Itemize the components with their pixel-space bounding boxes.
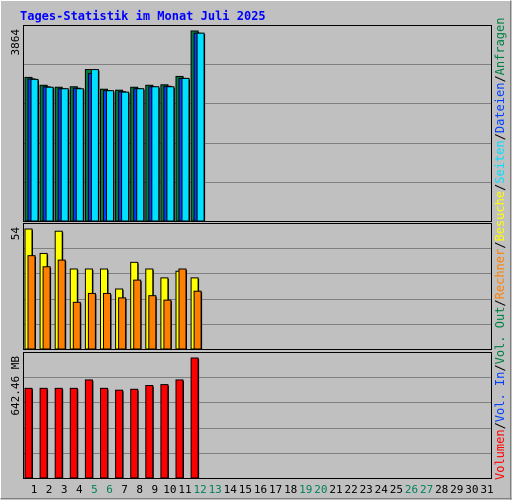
- bar-rechner-day-6: [103, 292, 111, 350]
- x-tick-label: 1: [31, 483, 38, 496]
- bar-rechner-day-5: [87, 292, 96, 350]
- right-legend: Volumen/Vol. In/Vol. Out/Rechner/Besuche…: [493, 18, 507, 480]
- bar-seiten-day-10: [166, 86, 175, 222]
- x-tick-label: 23: [360, 483, 373, 496]
- legend-entry: Besuche: [493, 191, 507, 242]
- legend-entry: Anfragen: [493, 18, 507, 76]
- y-max-label: 54: [9, 227, 22, 241]
- x-tick-label: 19: [299, 483, 312, 496]
- bar-volumen-day-9: [145, 385, 154, 479]
- x-tick-label: 20: [314, 483, 327, 496]
- x-tick-label: 29: [450, 483, 463, 496]
- x-tick-label: 3: [61, 483, 68, 496]
- legend-entry: /: [493, 133, 507, 140]
- legend-entry: /: [493, 299, 507, 306]
- bar-volumen-day-1: [24, 387, 33, 479]
- legend-entry: /: [493, 422, 507, 429]
- y-max-label: 642.46 MB: [9, 356, 22, 416]
- bar-volumen-day-11: [175, 379, 184, 479]
- x-tick-label: 16: [254, 483, 267, 496]
- x-tick-label: 27: [420, 483, 433, 496]
- x-tick-label: 8: [136, 483, 143, 496]
- legend-entry: Dateien: [493, 83, 507, 134]
- x-tick-label: 2: [46, 483, 53, 496]
- panel-volume: 642.46 MB: [9, 352, 492, 479]
- bar-seiten-day-3: [60, 88, 69, 222]
- bar-volumen-day-12: [190, 357, 199, 479]
- x-tick-label: 10: [163, 483, 176, 496]
- x-tick-label: 31: [480, 483, 493, 496]
- legend-entry: Rechner: [493, 249, 507, 300]
- chart-panels: 3864 54 642.46 MB: [9, 25, 492, 479]
- bar-rechner-day-10: [163, 299, 172, 350]
- bar-volumen-day-6: [100, 387, 108, 479]
- bar-seiten-day-6: [106, 90, 114, 222]
- bar-seiten-day-1: [30, 78, 39, 222]
- bar-volumen-day-5: [84, 379, 93, 479]
- legend-entry: /: [493, 184, 507, 191]
- bar-volumen-day-7: [115, 389, 124, 479]
- legend-entry: Vol. Out: [493, 307, 507, 365]
- bar-rechner-day-3: [57, 259, 66, 350]
- bar-seiten-day-11: [181, 77, 190, 222]
- x-tick-label: 12: [193, 483, 206, 496]
- bar-seiten-day-7: [121, 91, 130, 222]
- x-tick-label: 28: [435, 483, 448, 496]
- x-tick-label: 26: [405, 483, 418, 496]
- legend-entry: Seiten: [493, 140, 507, 183]
- bar-rechner-day-11: [178, 268, 187, 350]
- chart-title: Tages-Statistik im Monat Juli 2025: [20, 9, 266, 23]
- legend-entry: Vol. In: [493, 372, 507, 423]
- x-tick-label: 17: [269, 483, 282, 496]
- x-tick-label: 9: [151, 483, 158, 496]
- bar-seiten-day-9: [151, 86, 160, 222]
- y-max-label: 3864: [9, 29, 22, 56]
- x-tick-label: 30: [465, 483, 478, 496]
- x-tick-label: 6: [106, 483, 113, 496]
- x-tick-label: 7: [121, 483, 128, 496]
- legend-entry: Volumen: [493, 429, 507, 480]
- x-tick-label: 11: [178, 483, 191, 496]
- panel-frame: [23, 25, 492, 222]
- x-tick-label: 15: [239, 483, 252, 496]
- bar-rechner-day-12: [193, 290, 202, 350]
- x-tick-label: 14: [224, 483, 238, 496]
- bar-rechner-day-9: [148, 295, 157, 350]
- bar-seiten-day-2: [45, 86, 54, 222]
- bar-volumen-day-4: [69, 387, 78, 479]
- x-axis-labels: 1 2 3 4 5 6 7 8 9 10 11 12 13 14 15 16 17 18 19 20 21 22 23 24 2…: [31, 483, 494, 496]
- bar-volumen-day-10: [160, 384, 169, 479]
- bar-rechner-day-7: [118, 297, 127, 350]
- x-tick-label: 5: [91, 483, 98, 496]
- bar-rechner-day-1: [27, 255, 36, 350]
- bar-rechner-day-4: [72, 301, 81, 350]
- x-tick-label: 24: [375, 483, 389, 496]
- bar-rechner-day-8: [133, 279, 142, 350]
- bar-volumen-day-8: [130, 388, 139, 479]
- legend-entry: /: [493, 75, 507, 82]
- x-tick-label: 13: [209, 483, 222, 496]
- x-tick-label: 22: [344, 483, 357, 496]
- legend-entry: /: [493, 242, 507, 249]
- bar-seiten-day-12: [196, 32, 205, 222]
- bar-seiten-day-8: [136, 88, 145, 222]
- x-tick-label: 21: [329, 483, 342, 496]
- bar-volumen-day-3: [54, 387, 63, 479]
- bar-volumen-day-2: [39, 387, 48, 479]
- x-tick-label: 25: [390, 483, 403, 496]
- bar-seiten-day-4: [75, 88, 84, 222]
- x-tick-label: 4: [76, 483, 83, 496]
- panel-visits: 54: [9, 223, 492, 350]
- panel-requests: 3864: [9, 25, 492, 222]
- x-tick-label: 18: [284, 483, 297, 496]
- legend-entry: /: [493, 364, 507, 371]
- panel-frame: [23, 352, 492, 479]
- panel-frame: [23, 223, 492, 350]
- bar-seiten-day-5: [90, 69, 99, 222]
- bar-rechner-day-2: [42, 266, 51, 350]
